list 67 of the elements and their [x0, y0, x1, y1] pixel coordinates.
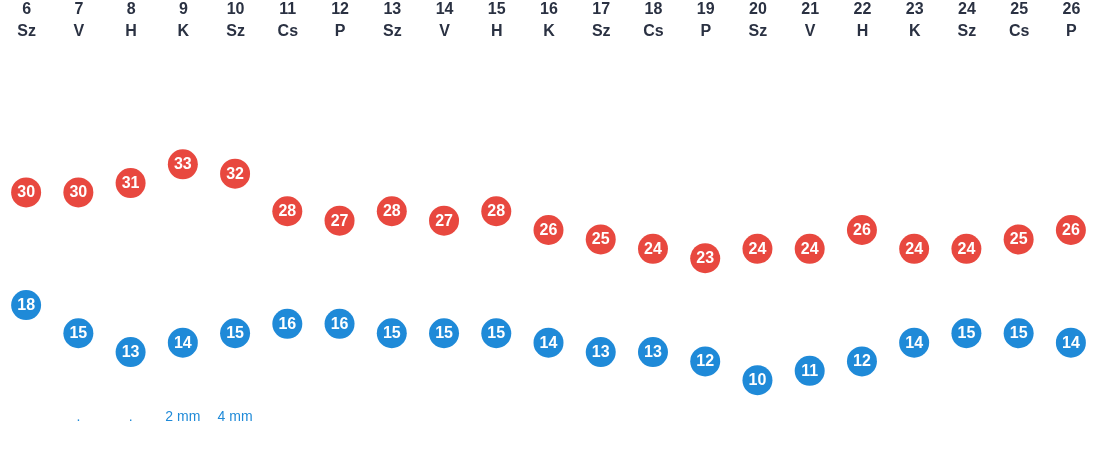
data-label: 14 — [173, 333, 192, 351]
data-label: 16 — [278, 314, 297, 332]
data-label: 28 — [487, 202, 506, 220]
data-label: 15 — [957, 324, 976, 342]
data-label: 16 — [330, 314, 349, 332]
x-tick-label: 25 Cs — [1008, 0, 1030, 39]
x-tick-label: 10 Sz — [226, 0, 245, 39]
data-label: 14 — [1061, 333, 1080, 351]
data-label: 27 — [330, 211, 349, 229]
x-tick-label: 18 Cs — [643, 0, 664, 39]
data-label: 15 — [1009, 324, 1028, 342]
data-label: 14 — [905, 333, 924, 351]
data-label: 25 — [1009, 230, 1028, 248]
data-label: 13 — [644, 343, 662, 361]
data-label: 15 — [435, 324, 454, 342]
data-label: 26 — [539, 221, 558, 239]
text: . — [76, 408, 81, 424]
data-label: 24 — [748, 239, 767, 257]
data-label: 25 — [591, 230, 610, 248]
x-tick-label: 17 Sz — [591, 0, 611, 39]
data-label: 14 — [539, 333, 558, 351]
data-label: 28 — [278, 202, 297, 220]
data-label: 26 — [1061, 221, 1080, 239]
data-label: 11 — [801, 361, 819, 379]
data-label: 15 — [382, 324, 401, 342]
data-label: 32 — [226, 164, 245, 182]
data-label: 13 — [591, 343, 610, 361]
data-label: 23 — [696, 249, 715, 267]
data-label: 33 — [173, 155, 192, 173]
x-tick-label: 21 V — [801, 0, 820, 39]
data-label: 30 — [17, 183, 36, 201]
x-tick-label: 19 P — [696, 0, 715, 39]
data-label: 24 — [800, 239, 819, 257]
data-label: 24 — [957, 239, 976, 257]
x-tick-label: 13 Sz — [382, 0, 402, 39]
data-label: 10 — [748, 371, 767, 389]
data-label: 13 — [121, 343, 140, 361]
x-tick-label: 6 Sz — [17, 0, 36, 39]
data-label: 12 — [853, 352, 871, 370]
data-label: 30 — [69, 183, 88, 201]
x-tick-label: 14 V — [435, 0, 454, 39]
x-tick-label: 12 P — [331, 0, 350, 39]
x-tick-label: 15 H — [487, 0, 506, 39]
x-tick-label: 26 P — [1062, 0, 1081, 39]
x-tick-label: 11 Cs — [277, 0, 299, 39]
data-label: 27 — [435, 211, 454, 229]
data-label: 28 — [382, 202, 401, 220]
x-tick-label: 23 K — [905, 0, 924, 39]
text: 4 mm — [217, 408, 253, 424]
data-label: 15 — [487, 324, 506, 342]
x-tick-label: 22 H — [853, 0, 872, 39]
data-label: 12 — [696, 352, 715, 370]
x-tick-label: 7 V — [73, 0, 85, 39]
data-label: 24 — [644, 239, 662, 257]
data-label: 15 — [226, 324, 245, 342]
data-label: 15 — [69, 324, 88, 342]
x-tick-label: 16 K — [540, 0, 558, 39]
x-tick-label: 8 H — [125, 0, 137, 39]
data-label: 18 — [17, 296, 36, 314]
x-tick-label: 9 K — [177, 0, 190, 39]
data-label: 31 — [121, 174, 140, 192]
text: 2 mm — [165, 408, 201, 424]
data-label: 24 — [905, 239, 924, 257]
data-label: 26 — [853, 221, 871, 239]
x-tick-label: 20 Sz — [748, 0, 768, 39]
x-tick-label: 24 Sz — [957, 0, 977, 39]
text: . — [128, 408, 133, 424]
